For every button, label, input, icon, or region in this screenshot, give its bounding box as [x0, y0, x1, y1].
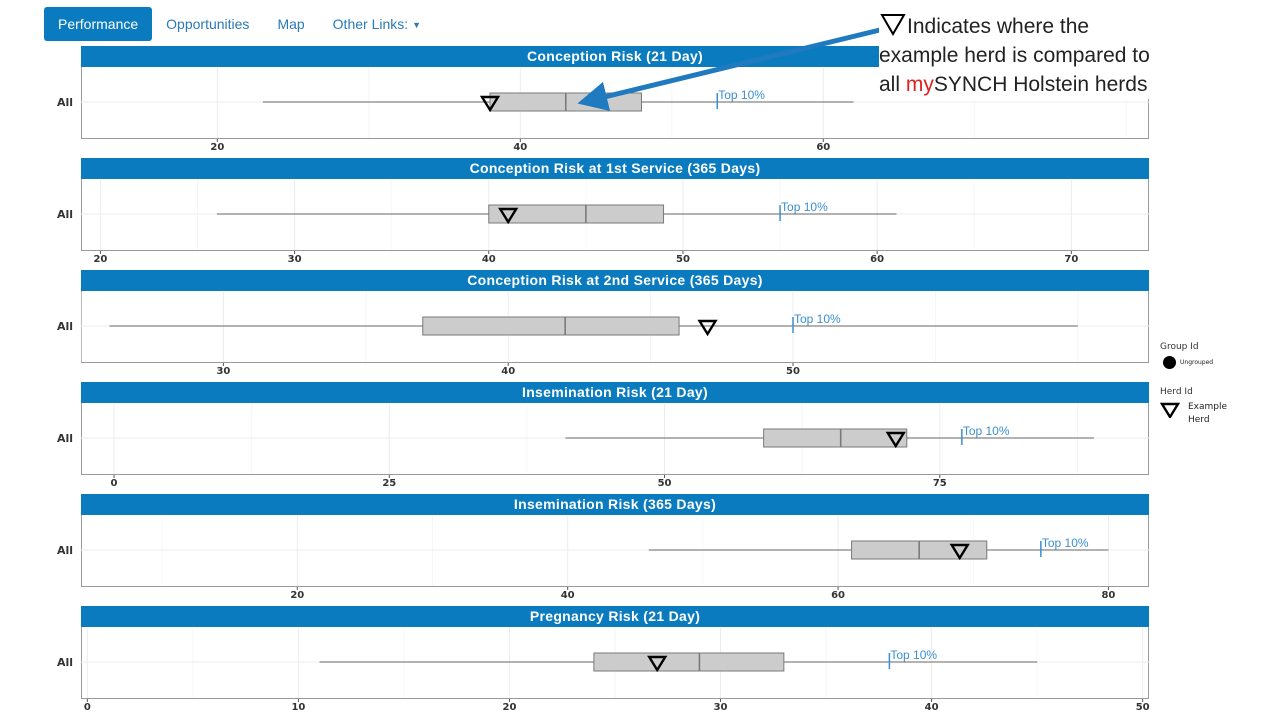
- x-tick-label: 60: [816, 142, 830, 153]
- x-tick-label: 70: [1064, 254, 1078, 265]
- boxplot-panel: Conception Risk at 2nd Service (365 Days…: [57, 270, 1149, 377]
- x-tick-label: 50: [786, 366, 800, 377]
- other-links-label: Other Links:: [332, 16, 409, 32]
- circle-marker-icon: [1163, 356, 1176, 369]
- nav-other-links-dropdown[interactable]: Other Links: ▼: [319, 7, 435, 41]
- panel-title: Conception Risk at 2nd Service (365 Days…: [81, 270, 1149, 291]
- boxplot-svg: Top 10% 0 25 50 75: [81, 404, 1149, 489]
- x-tick-label: 60: [831, 590, 845, 601]
- iqr-box: [593, 652, 785, 672]
- plot-area: [81, 403, 1149, 475]
- legend: Group Id Ungrouped Herd Id Example Herd: [1160, 342, 1240, 427]
- annotation-line2: example herd is compared to: [879, 44, 1150, 67]
- nav-performance-tab[interactable]: Performance: [44, 7, 153, 41]
- top10-label: Top 10%: [890, 648, 937, 662]
- herd-marker: [479, 95, 501, 113]
- x-tick-label: 40: [925, 702, 939, 713]
- chevron-down-icon: ▼: [412, 20, 422, 31]
- top10-label: Top 10%: [1042, 536, 1089, 550]
- category-label: All: [57, 208, 74, 221]
- x-tick-label: 0: [111, 478, 118, 489]
- top-nav: Performance Opportunities Map Other Link…: [44, 7, 435, 41]
- x-tick-label: 30: [216, 366, 230, 377]
- legend-herd-row: Example Herd: [1160, 401, 1240, 427]
- x-tick-label: 0: [84, 702, 91, 713]
- boxplot-svg: Top 10% 20 30 40 50 60 70: [81, 180, 1149, 265]
- annotation-callout: Indicates where the example herd is comp…: [879, 12, 1209, 99]
- x-tick-label: 50: [658, 478, 672, 489]
- herd-marker: [498, 207, 519, 225]
- top10-label: Top 10%: [794, 312, 841, 326]
- annotation-prefix: all: [879, 73, 906, 96]
- panel-title: Insemination Risk (365 Days): [81, 494, 1149, 515]
- x-tick-label: 10: [291, 702, 305, 713]
- x-tick-label: 30: [714, 702, 728, 713]
- top10-label: Top 10%: [781, 200, 828, 214]
- panel-title: Pregnancy Risk (21 Day): [81, 606, 1149, 627]
- nav-opportunities-link[interactable]: Opportunities: [166, 16, 250, 32]
- category-label: All: [57, 656, 74, 669]
- boxplot-svg: Top 10% 0 10 20 30 40 50: [81, 628, 1150, 713]
- annotation-brand-red: my: [905, 73, 934, 96]
- panel-title: Insemination Risk (21 Day): [81, 382, 1149, 403]
- annotation-line1: Indicates where the: [879, 12, 1209, 41]
- x-tick-label: 20: [290, 590, 304, 601]
- category-label: All: [57, 320, 74, 333]
- legend-group-row: Ungrouped: [1160, 356, 1240, 369]
- x-tick-label: 20: [210, 142, 224, 153]
- x-tick-label: 80: [1101, 590, 1115, 601]
- legend-herd-line2: Herd: [1188, 415, 1210, 425]
- nav-map-link[interactable]: Map: [277, 16, 305, 32]
- herd-marker: [885, 431, 906, 449]
- herd-marker: [697, 319, 718, 337]
- legend-herd-title: Herd Id: [1160, 387, 1193, 397]
- x-tick-label: 20: [503, 702, 517, 713]
- annotation-text-1: Indicates where the: [907, 15, 1090, 38]
- category-label: All: [57, 544, 74, 557]
- boxplot-svg: Top 10% 30 40 50: [80, 292, 1149, 377]
- boxplot-panel: Pregnancy Risk (21 Day) All Top 10% 0 10 20 30…: [57, 606, 1150, 713]
- triangle-down-icon: [1160, 402, 1180, 418]
- x-tick-label: 20: [93, 254, 107, 265]
- triangle-down-outline-icon: [880, 14, 906, 36]
- boxplot-panel: Insemination Risk (21 Day) All Top 10% 0 25 5…: [57, 382, 1149, 489]
- boxplot-svg: Top 10% 20 40 60 80: [81, 516, 1149, 601]
- herd-marker: [647, 655, 668, 673]
- iqr-box: [763, 428, 908, 448]
- category-label: All: [57, 432, 74, 445]
- x-tick-label: 40: [561, 590, 575, 601]
- boxplot-panel: Insemination Risk (365 Days) All Top 10% 20…: [57, 494, 1149, 601]
- legend-group-title: Group Id: [1160, 342, 1199, 352]
- legend-herd-line1: Example: [1188, 402, 1228, 412]
- legend-group-item: Ungrouped: [1180, 359, 1214, 366]
- iqr-box: [488, 204, 665, 224]
- x-tick-label: 75: [933, 478, 947, 489]
- legend-herd-item: Example Herd: [1188, 401, 1227, 427]
- x-tick-label: 40: [482, 254, 496, 265]
- top10-label: Top 10%: [718, 88, 765, 102]
- x-tick-label: 50: [1136, 702, 1150, 713]
- x-tick-label: 60: [870, 254, 884, 265]
- category-label: All: [57, 96, 74, 109]
- x-tick-label: 25: [382, 478, 396, 489]
- x-tick-label: 50: [676, 254, 690, 265]
- x-tick-label: 30: [288, 254, 302, 265]
- annotation-brand-rest: SYNCH Holstein herds: [933, 73, 1148, 96]
- iqr-box: [422, 316, 680, 336]
- panel-title: Conception Risk at 1st Service (365 Days…: [81, 158, 1149, 179]
- x-tick-label: 40: [501, 366, 515, 377]
- x-tick-label: 40: [513, 142, 527, 153]
- annotation-line3: all mySYNCH Holstein herds: [879, 70, 1209, 99]
- boxplot-panel: Conception Risk at 1st Service (365 Days…: [57, 158, 1149, 265]
- herd-marker: [949, 543, 970, 561]
- top10-label: Top 10%: [963, 424, 1010, 438]
